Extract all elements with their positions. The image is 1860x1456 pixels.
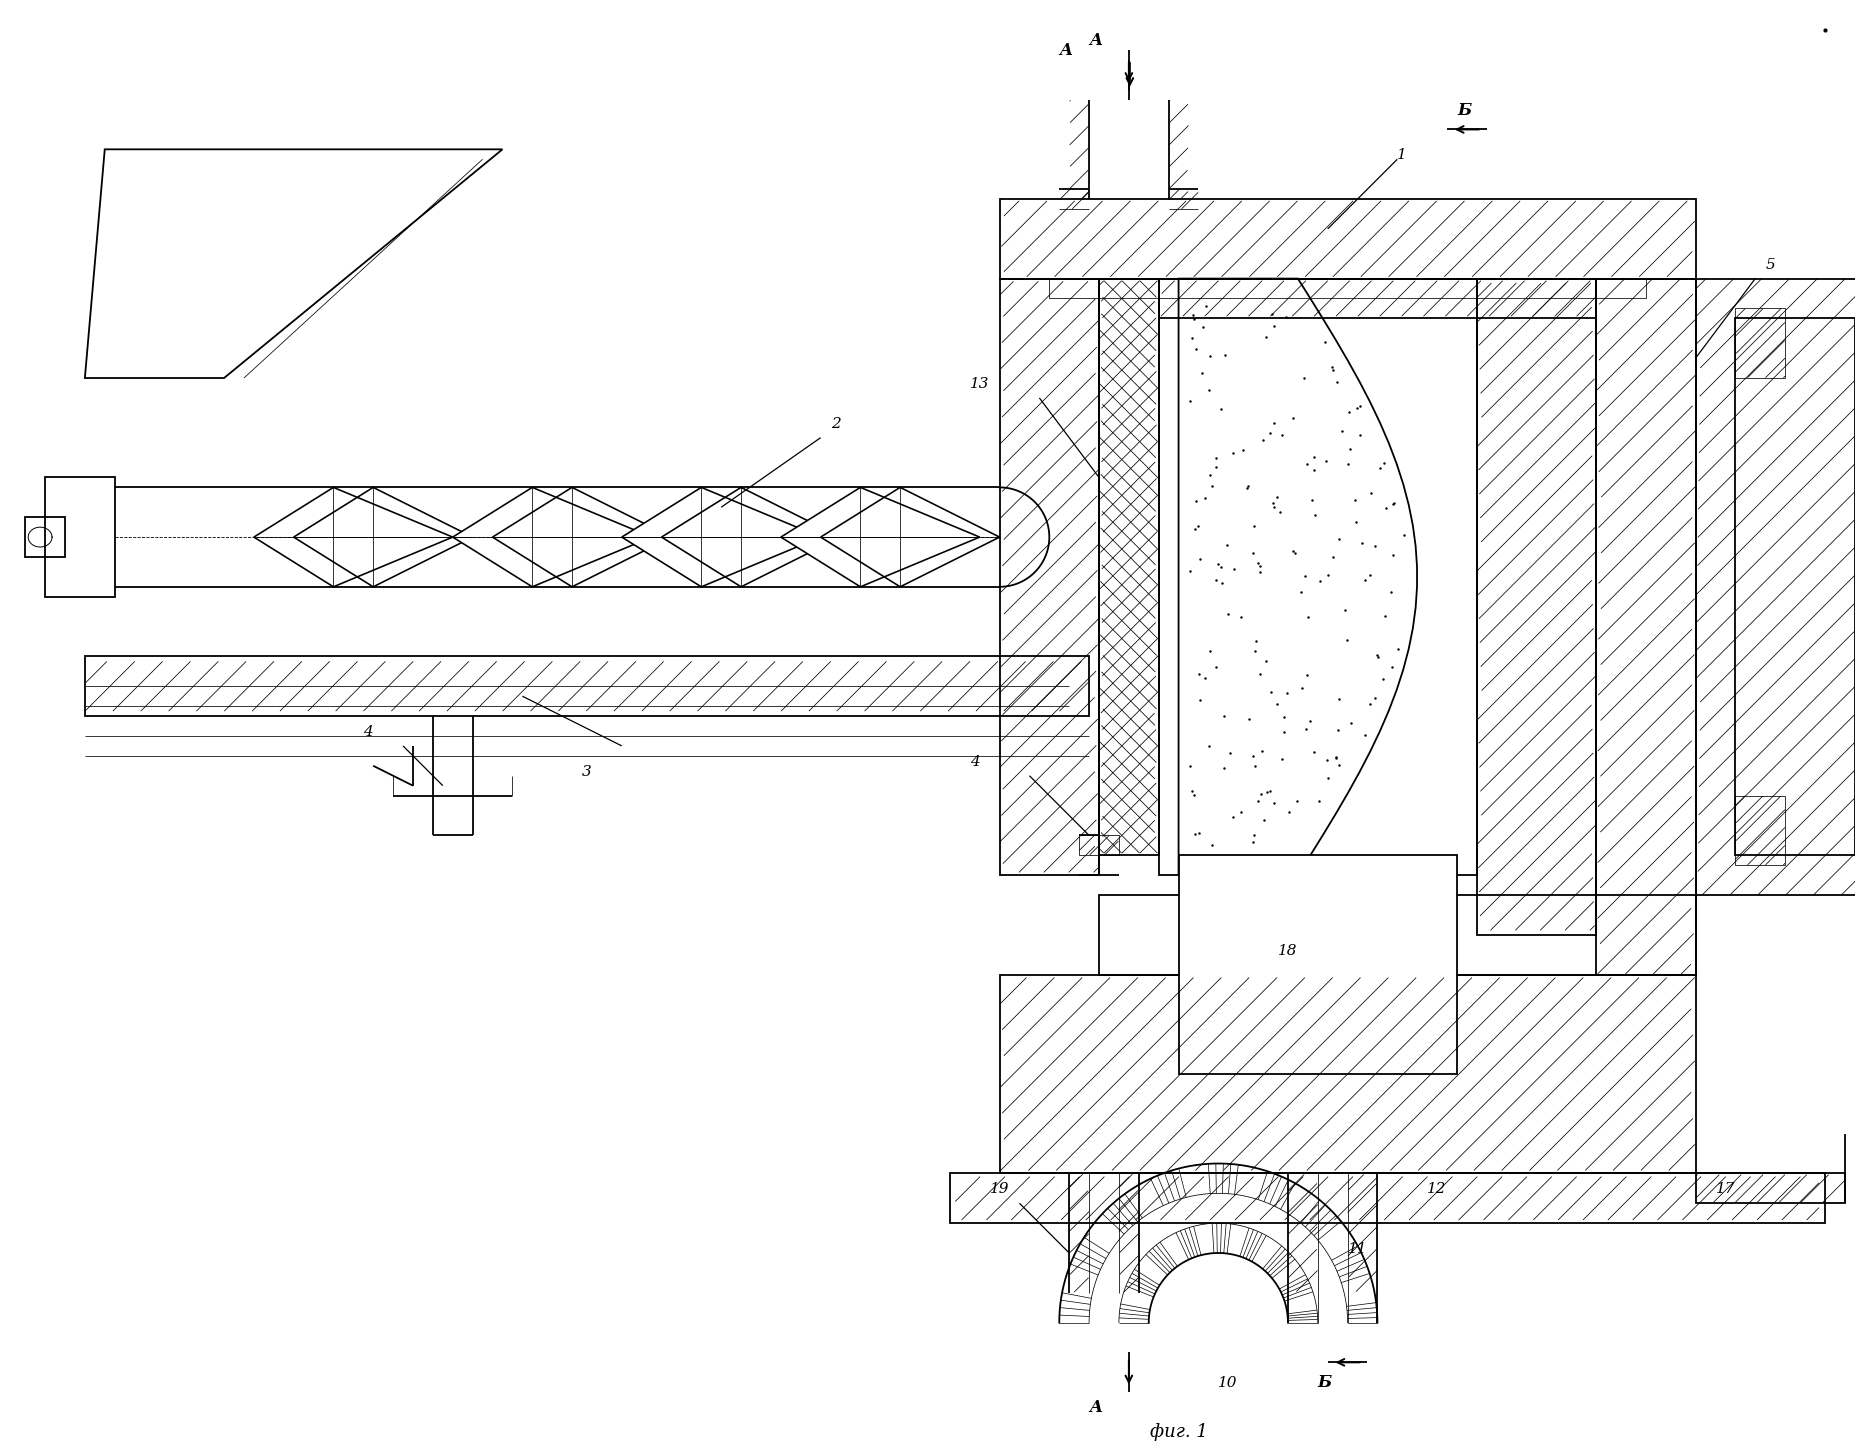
- Bar: [1079, 836, 1120, 855]
- Text: 19: 19: [990, 1182, 1010, 1197]
- Text: 10: 10: [1218, 1376, 1239, 1390]
- Text: 3: 3: [582, 764, 591, 779]
- Bar: [950, 1174, 1825, 1223]
- Text: 17: 17: [1715, 1182, 1735, 1197]
- Text: Б: Б: [1456, 102, 1471, 118]
- Text: 12: 12: [1427, 1182, 1447, 1197]
- Bar: [1735, 319, 1854, 855]
- Bar: [1159, 278, 1596, 319]
- Polygon shape: [621, 488, 820, 587]
- Polygon shape: [452, 488, 651, 587]
- Text: 1: 1: [1397, 149, 1406, 162]
- Text: 2: 2: [831, 416, 841, 431]
- Bar: [1099, 278, 1159, 855]
- Bar: [999, 199, 1696, 278]
- Bar: [45, 478, 115, 597]
- Bar: [86, 657, 1090, 716]
- Bar: [1696, 278, 1860, 895]
- Text: A: A: [1090, 32, 1101, 50]
- Text: A: A: [1058, 42, 1071, 58]
- Bar: [1159, 278, 1477, 875]
- Text: 5: 5: [1765, 258, 1774, 272]
- Bar: [1735, 795, 1786, 865]
- Bar: [999, 278, 1099, 875]
- Bar: [1696, 1174, 1845, 1203]
- Text: фиг. 1: фиг. 1: [1149, 1423, 1207, 1441]
- Text: 4: 4: [363, 725, 374, 740]
- Polygon shape: [781, 488, 980, 587]
- Bar: [1179, 855, 1456, 1075]
- Text: 4: 4: [969, 754, 980, 769]
- Bar: [999, 974, 1696, 1174]
- Text: A: A: [1090, 1399, 1101, 1417]
- Polygon shape: [255, 488, 452, 587]
- Bar: [1596, 278, 1696, 974]
- Bar: [1477, 278, 1596, 935]
- Text: Б: Б: [1317, 1374, 1332, 1390]
- Bar: [1735, 309, 1786, 379]
- Text: 13: 13: [969, 377, 990, 392]
- Text: 18: 18: [1278, 943, 1298, 958]
- Bar: [1049, 278, 1646, 298]
- Text: 11: 11: [1348, 1242, 1367, 1257]
- Bar: [1099, 895, 1696, 974]
- Bar: [26, 517, 65, 558]
